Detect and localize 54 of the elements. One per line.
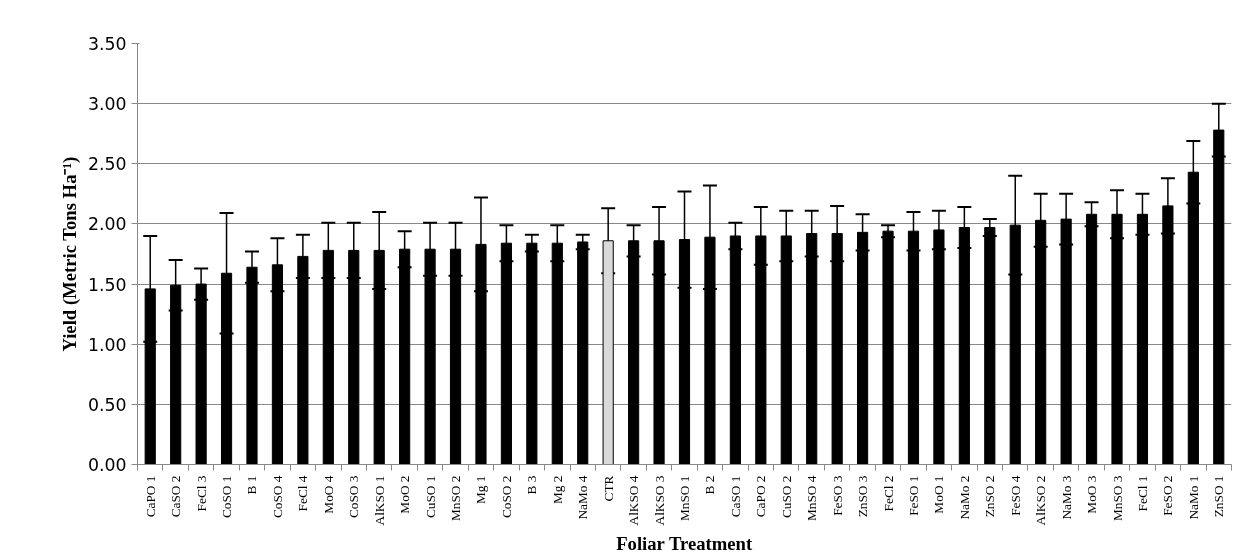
x-tick-label: FeCl 4 [295,475,311,512]
x-tick-label: CoSO 4 [269,475,285,519]
y-tick-label: 0.00 [87,455,127,475]
x-tick-label: MnSO 4 [804,475,820,522]
y-tick-label: 3.00 [87,94,127,115]
y-axis-title: Yield (Metric Tons Ha⁻¹) [58,156,81,352]
x-tick-label: MoO 1 [931,475,947,514]
x-tick-label: FeSO 4 [1007,475,1023,516]
x-tick-label: MnSO 1 [677,475,692,522]
x-tick-label: MnSO 2 [448,475,464,522]
x-tick-label: CaSO 1 [727,475,743,518]
x-tick-label: CuSO 1 [422,475,438,519]
x-tick-label: MoO 3 [1084,475,1100,514]
x-tick-label: FeCl 2 [880,475,896,512]
y-tick-label: 2.50 [87,154,127,175]
x-tick-label: MoO 2 [397,475,413,514]
x-tick-label: AlKSO 3 [651,475,667,526]
x-tick-label: CaSO 2 [168,475,184,518]
x-tick-label: FeSO 2 [1160,475,1176,516]
y-tick-label: 1.50 [87,274,127,295]
x-tick-label: AlKSO 1 [371,475,387,526]
x-tick-label: NaMo 2 [956,475,972,520]
x-tick-label: CuSO 2 [778,475,794,519]
x-tick-label: Mg 2 [549,475,565,505]
x-tick-label: Mg 1 [473,475,489,505]
x-tick-label: AlKSO 2 [1033,475,1049,526]
x-tick-label: CaPO 1 [142,475,158,518]
x-tick-label: B 2 [702,475,718,495]
y-tick-label: 0.50 [87,394,127,415]
x-tick-label: ZnSO 1 [1211,475,1227,518]
x-tick-label: AlKSO 4 [626,475,642,526]
y-tick-label: 1.00 [87,334,127,355]
x-tick-label: MnSO 3 [1109,475,1125,522]
x-tick-label: FeCl 1 [1134,475,1150,512]
x-tick-label: FeSO 1 [905,475,921,516]
x-tick-label: ZnSO 3 [855,475,871,518]
x-tick-label: B 1 [244,475,260,495]
x-tick-label: FeCl 3 [193,475,209,512]
x-tick-label: MoO 4 [320,475,336,514]
y-tick-label: 2.00 [87,214,127,235]
y-tick-label: 3.50 [87,34,127,54]
x-tick-label: CoSO 2 [498,475,514,519]
x-axis-title: Foliar Treatment [616,533,753,555]
x-tick-label: CTR [600,475,616,502]
x-tick-label: NaMo 4 [575,475,591,520]
x-tick-label: B 3 [524,475,540,495]
x-tick-label: CoSO 3 [346,475,362,519]
x-tick-label: CoSO 1 [219,475,235,519]
x-tick-label: NaMo 3 [1058,475,1074,520]
x-tick-label: CaPO 2 [753,475,769,518]
x-tick-label: NaMo 1 [1185,475,1201,520]
x-tick-label: ZnSO 2 [982,475,998,518]
bar [882,230,894,465]
x-tick-label: FeSO 3 [829,475,845,516]
